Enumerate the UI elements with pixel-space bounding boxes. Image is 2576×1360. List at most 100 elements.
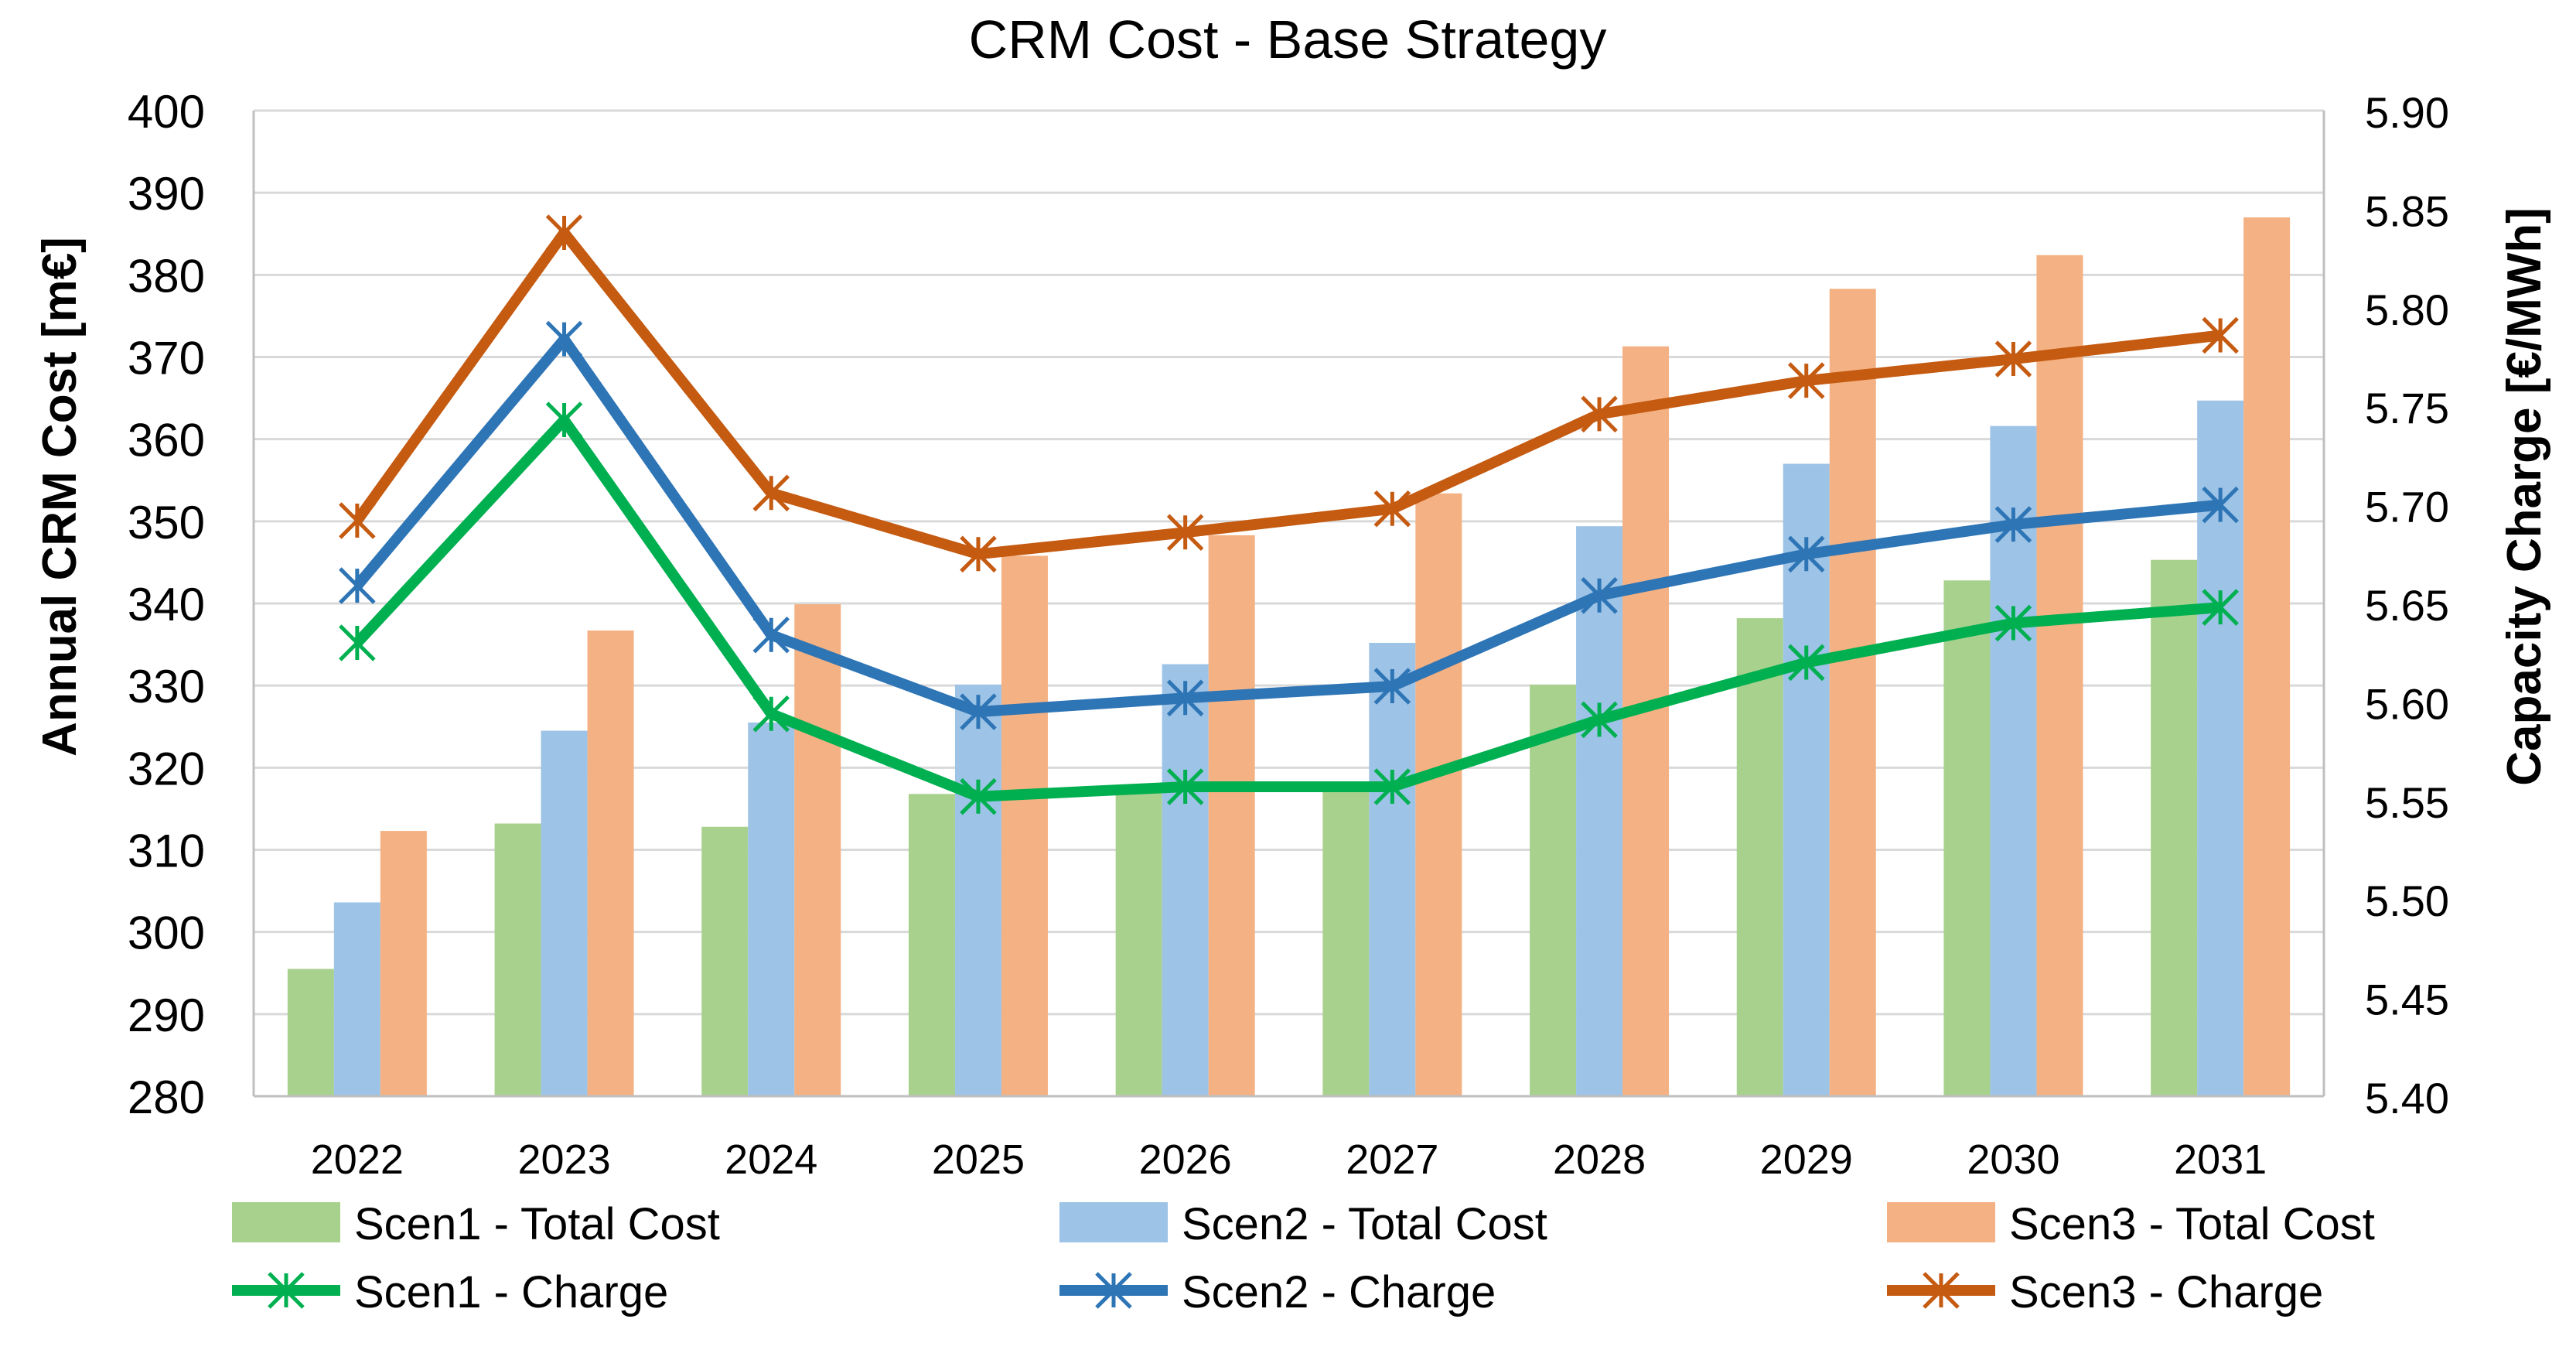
y-tick-label: 370 [128,333,205,384]
marker-series-3 [1166,514,1204,552]
x-tick-label: 2027 [1346,1136,1438,1183]
y-tick-label: 360 [128,415,205,466]
y2-tick-label: 5.60 [2365,679,2449,728]
marker-series-3 [2202,316,2239,354]
marker-series-2 [1994,506,2032,543]
y2-tick-label: 5.65 [2365,581,2449,630]
y2-tick-label: 5.80 [2365,285,2449,334]
legend-swatch-bar-2 [1059,1202,1168,1242]
bar-1 [287,969,334,1096]
bar-2 [748,722,795,1096]
bar-3 [1208,535,1255,1096]
line-series-3 [353,227,2221,560]
y2-tick-label: 5.75 [2365,384,2449,432]
bar-2 [1162,664,1209,1096]
bar-2 [954,685,1001,1096]
marker-series-1 [752,695,790,733]
x-tick-label: 2029 [1760,1136,1853,1183]
marker-series-1 [2202,589,2239,626]
y-tick-label: 280 [128,1071,205,1123]
bar-1 [1530,685,1577,1096]
bar-3 [2243,217,2291,1097]
bar-3 [794,604,841,1096]
marker-series-1 [960,777,997,815]
y2-tick-label: 5.55 [2365,778,2449,827]
marker-series-2 [1787,535,1825,573]
marker-series-1 [1166,768,1204,805]
legend-swatch-bar-3 [1887,1202,1995,1242]
bar-1 [908,794,955,1096]
marker-series-1 [1373,768,1411,805]
x-tick-label: 2025 [932,1136,1025,1183]
marker-series-3 [1994,340,2032,378]
y-axis-label: Annual CRM Cost [m€] [33,237,87,757]
y2-tick-label: 5.40 [2365,1074,2449,1123]
marker-series-1 [1994,604,2032,642]
y-tick-label: 300 [128,907,205,959]
bar-1 [494,823,541,1096]
line-series-1 [353,415,2221,802]
bar-3 [587,630,634,1096]
bar-2 [333,902,380,1096]
marker-series-3 [339,502,376,539]
y-tick-label: 400 [128,86,205,138]
x-tick-label: 2024 [725,1136,817,1183]
x-tick-label: 2026 [1139,1136,1232,1183]
marker-series-1 [1581,701,1618,739]
bar-1 [701,826,749,1096]
line-series-2 [353,333,2221,718]
legend-marker-3 [1923,1272,1960,1309]
x-tick-label: 2023 [517,1136,610,1183]
bar-1 [2151,559,2198,1096]
y-tick-label: 320 [128,743,205,794]
y-tick-label: 330 [128,661,205,712]
bars [287,217,2291,1097]
chart-title: CRM Cost - Base Strategy [969,9,1607,70]
legend: Scen1 - Total Cost Scen2 - Total Cost Scen… [232,1199,2375,1317]
marker-series-2 [960,693,997,730]
marker-series-1 [1787,644,1825,682]
y-tick-label: 290 [128,989,205,1041]
bar-1 [1736,618,1783,1096]
bar-1 [1943,580,1991,1096]
y-tick-label: 340 [128,579,205,630]
y2-tick-label: 5.45 [2365,976,2449,1024]
bar-3 [1829,289,1876,1097]
y-tick-label: 380 [128,250,205,302]
y-tick-label: 310 [128,825,205,877]
axes: 280 290 300 310 320 330 340 350 360 370 380 390 400 5… [128,86,2449,1183]
marker-series-2 [2202,486,2239,524]
bar-3 [1415,493,1462,1096]
marker-series-3 [1787,362,1825,399]
x-tick-label: 2030 [1967,1136,2059,1183]
marker-series-3 [545,214,583,251]
y-tick-label: 350 [128,497,205,548]
legend-label: Scen1 - Total Cost [354,1199,720,1249]
legend-label: Scen2 - Total Cost [1182,1199,1547,1249]
y2-tick-label: 5.90 [2365,88,2449,137]
legend-swatch-bar-1 [232,1202,340,1242]
marker-series-3 [960,535,997,573]
marker-series-2 [752,617,790,654]
marker-series-2 [339,567,376,604]
y-tick-label: 390 [128,168,205,220]
bar-3 [1001,555,1048,1096]
marker-series-1 [339,624,376,661]
y2-axis-label: Capacity Charge [€/MWh] [2498,207,2551,786]
x-tick-label: 2031 [2174,1136,2267,1183]
bar-1 [1322,782,1370,1096]
y2-tick-label: 5.70 [2365,483,2449,531]
y2-tick-label: 5.85 [2365,186,2449,235]
x-tick-label: 2022 [311,1136,404,1183]
marker-series-2 [1166,679,1204,717]
marker-series-3 [1581,395,1618,433]
bar-2 [1369,642,1416,1096]
bar-3 [1622,346,1670,1096]
legend-marker-2 [1095,1272,1132,1309]
bar-2 [1576,526,1623,1096]
bar-3 [2036,255,2083,1097]
marker-series-3 [1373,490,1411,528]
legend-label: Scen3 - Charge [2009,1267,2323,1317]
legend-label: Scen3 - Total Cost [2009,1199,2375,1249]
